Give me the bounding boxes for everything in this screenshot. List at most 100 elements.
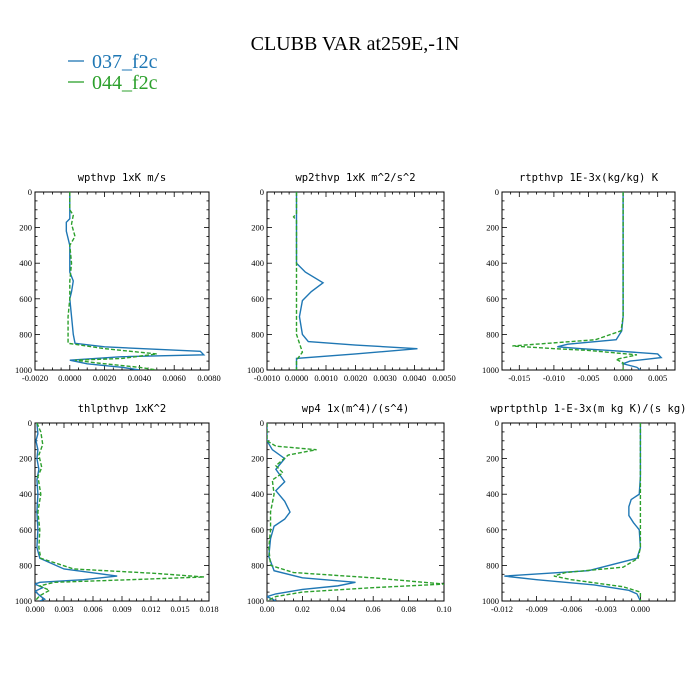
series-line-044_f2c: [512, 192, 638, 370]
x-tick-label: 0.0010: [314, 373, 337, 383]
x-tick-label: 0.012: [141, 604, 160, 614]
y-tick-label: 0: [28, 187, 32, 197]
panel-title: rtpthvp 1E-3x(kg/kg) K: [519, 172, 659, 184]
y-tick-label: 800: [19, 329, 32, 339]
y-tick-label: 400: [486, 489, 499, 499]
x-tick-label: 0.005: [648, 373, 667, 383]
y-tick-label: 800: [486, 560, 499, 570]
y-tick-label: 200: [486, 223, 499, 233]
series-line-037_f2c: [35, 423, 118, 601]
series-line-044_f2c: [267, 423, 444, 601]
x-tick-label: 0.0020: [93, 373, 116, 383]
y-tick-label: 200: [19, 454, 32, 464]
x-tick-label: 0.0060: [163, 373, 186, 383]
y-tick-label: 400: [486, 258, 499, 268]
y-tick-label: 800: [19, 560, 32, 570]
x-tick-label: 0.0000: [58, 373, 81, 383]
panel-2: wp2thvp 1xK m^2/s^2 0 200 400 600 800 1000-0.0…: [247, 172, 456, 383]
y-tick-label: 400: [251, 489, 264, 499]
y-tick-label: 1000: [247, 596, 264, 606]
plot-frame: [34, 191, 210, 371]
x-tick-label: -0.010: [543, 373, 565, 383]
y-tick-label: 0: [495, 418, 499, 428]
plot-frame: [34, 422, 210, 602]
y-tick-label: 800: [251, 560, 264, 570]
legend-item-044: 044_f2c: [68, 72, 158, 94]
y-tick-label: 200: [251, 223, 264, 233]
panel-1: wpthvp 1xK m/s 0 200 400 600 800 1000-0.0020 0.…: [15, 172, 221, 383]
panel-title: wp2thvp 1xK m^2/s^2: [295, 172, 415, 184]
x-tick-label: 0.10: [437, 604, 452, 614]
series-line-037_f2c: [267, 423, 356, 601]
x-tick-label: 0.02: [295, 604, 310, 614]
y-tick-label: 400: [19, 258, 32, 268]
x-tick-label: 0.000: [614, 373, 633, 383]
y-tick-label: 600: [486, 525, 499, 535]
y-tick-label: 800: [251, 329, 264, 339]
plot-frame: [266, 191, 445, 371]
series-line-044_f2c: [35, 423, 205, 601]
y-tick-label: 600: [19, 294, 32, 304]
y-tick-label: 400: [251, 258, 264, 268]
x-tick-label: -0.005: [578, 373, 600, 383]
y-tick-label: 600: [251, 294, 264, 304]
y-tick-label: 800: [486, 329, 499, 339]
x-tick-label: 0.06: [366, 604, 381, 614]
y-tick-label: 0: [260, 187, 264, 197]
x-tick-label: -0.012: [491, 604, 513, 614]
x-tick-label: -0.003: [595, 604, 617, 614]
x-tick-label: 0.018: [199, 604, 218, 614]
y-tick-label: 200: [19, 223, 32, 233]
x-tick-label: 0.04: [330, 604, 346, 614]
y-tick-label: 400: [19, 489, 32, 499]
panel-title: wp4 1x(m^4)/(s^4): [302, 403, 409, 415]
x-tick-label: 0.0020: [344, 373, 367, 383]
figure-title: CLUBB VAR at259E,-1N: [251, 33, 460, 55]
y-tick-label: 200: [251, 454, 264, 464]
plot-frame: [266, 422, 445, 602]
panel-title: wprtpthlp 1-E-3x(m kg K)/(s kg): [491, 403, 687, 415]
y-tick-label: 1000: [482, 365, 499, 375]
x-tick-label: 0.009: [112, 604, 131, 614]
x-tick-label: 0.00: [260, 604, 275, 614]
panel-title: wpthvp 1xK m/s: [78, 172, 167, 184]
legend-label-037: 037_f2c: [92, 51, 158, 73]
legend-item-037: 037_f2c: [68, 51, 158, 73]
panel-3: rtpthvp 1E-3x(kg/kg) K 0 200 400 600 800 1000 -…: [482, 172, 676, 383]
series-line-044_f2c: [292, 192, 304, 370]
y-tick-label: 0: [495, 187, 499, 197]
y-tick-label: 600: [19, 525, 32, 535]
x-tick-label: 0.0080: [197, 373, 220, 383]
panel-title: thlpthvp 1xK^2: [78, 403, 167, 415]
x-tick-label: 0.0000: [285, 373, 308, 383]
x-tick-label: 0.006: [83, 604, 102, 614]
y-tick-label: 600: [486, 294, 499, 304]
x-tick-label: 0.000: [25, 604, 44, 614]
x-tick-label: -0.0020: [22, 373, 48, 383]
y-tick-label: 1000: [15, 596, 32, 606]
x-tick-label: 0.0030: [373, 373, 396, 383]
x-tick-label: 0.0040: [128, 373, 151, 383]
y-tick-label: 0: [28, 418, 32, 428]
panel-6: wprtpthlp 1-E-3x(m kg K)/(s kg) 0 200 400 60…: [482, 403, 686, 614]
series-line-037_f2c: [504, 423, 642, 601]
y-tick-label: 1000: [15, 365, 32, 375]
series-line-037_f2c: [295, 192, 418, 370]
y-tick-label: 200: [486, 454, 499, 464]
y-tick-label: 600: [251, 525, 264, 535]
plot-frame: [501, 191, 676, 371]
legend: 037_f2c 044_f2c: [68, 51, 158, 94]
series-line-044_f2c: [553, 423, 642, 601]
series-line-044_f2c: [67, 192, 157, 370]
x-tick-label: 0.000: [631, 604, 650, 614]
series-line-037_f2c: [65, 192, 206, 370]
y-tick-label: 0: [260, 418, 264, 428]
y-tick-label: 1000: [482, 596, 499, 606]
x-tick-label: 0.08: [401, 604, 416, 614]
x-tick-label: 0.0050: [432, 373, 455, 383]
series-line-037_f2c: [557, 192, 663, 370]
y-tick-label: 1000: [247, 365, 264, 375]
